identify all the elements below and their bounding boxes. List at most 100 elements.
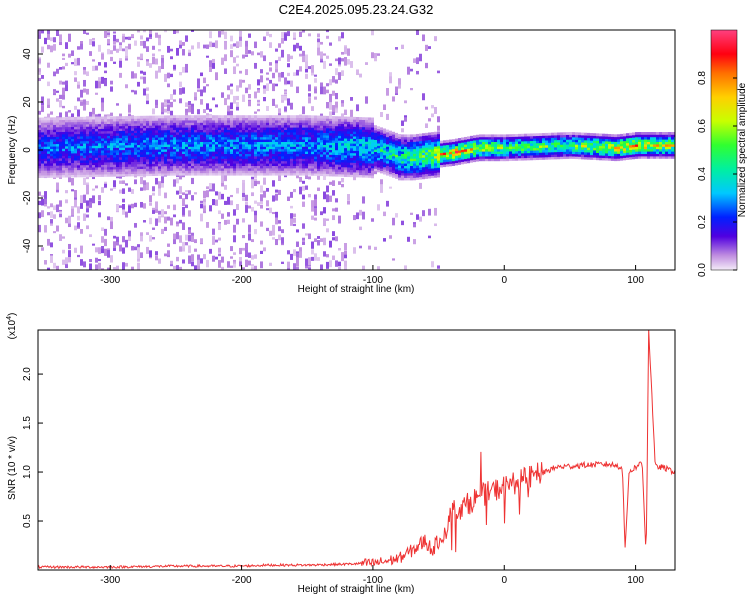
spectrogram-speck (215, 40, 218, 49)
spectrogram-cell (470, 150, 473, 154)
spectrogram-cell (182, 146, 185, 150)
spectrogram-cell (404, 175, 407, 178)
spectrogram-cell (470, 145, 473, 149)
spectrogram-cell (245, 129, 248, 133)
spectrogram-cell (95, 126, 98, 130)
spectrogram-cell (383, 154, 386, 158)
spectrogram-cell (338, 125, 341, 129)
spectrogram-cell (191, 134, 194, 138)
spectrogram-cell (116, 116, 119, 120)
spectrogram-cell (335, 169, 338, 172)
spectrogram-speck (44, 191, 47, 199)
spectrogram-cell (263, 160, 266, 164)
spectrogram-cell (278, 168, 281, 171)
spectrogram-speck (347, 59, 350, 65)
spectrogram-cell (350, 147, 353, 151)
spectrogram-speck (224, 184, 227, 190)
spectrogram-cell (200, 134, 203, 138)
spectrogram-cell (338, 149, 341, 153)
spectrogram-cell (350, 138, 353, 142)
spectrogram-speck (170, 73, 173, 78)
spectrogram-cell (284, 146, 287, 150)
spectrogram-cell (170, 172, 173, 176)
spectrogram-speck (59, 41, 62, 46)
spectrogram-cell (191, 165, 194, 169)
spectrogram-cell (428, 144, 431, 148)
spectrogram-cell (74, 155, 77, 159)
spectrogram-speck (353, 247, 356, 254)
spectrogram-cell (110, 164, 113, 168)
spectrogram-speck (146, 100, 149, 105)
spectrogram-speck (386, 113, 389, 120)
spectrogram-cell (371, 136, 374, 140)
spectrogram-cell (401, 168, 404, 171)
spectrogram-cell (236, 122, 239, 126)
spectrogram-cell (89, 171, 92, 175)
spectrogram-cell (116, 137, 119, 141)
spectrogram-cell (194, 117, 197, 121)
spectrogram-cell (116, 135, 119, 139)
spectrogram-cell (116, 164, 119, 168)
spectrogram-cell (230, 129, 233, 133)
spectrogram-cell (419, 157, 422, 161)
spectrogram-cell (356, 155, 359, 159)
spectrogram-cell (254, 165, 257, 169)
spectrogram-cell (230, 172, 233, 176)
spectrogram-cell (263, 120, 266, 123)
spectrogram-cell (98, 164, 101, 168)
spectrogram-speck (68, 243, 71, 250)
spectrogram-cell (278, 170, 281, 174)
spectrogram-cell (305, 139, 308, 142)
spectrogram-cell (395, 137, 398, 141)
spectrogram-speck (314, 194, 317, 202)
spectrogram-cell (125, 116, 128, 119)
spectrogram-cell (386, 141, 389, 145)
spectrogram-cell (152, 161, 155, 165)
spectrogram-cell (317, 144, 320, 148)
spectrogram-cell (431, 158, 434, 162)
spectrogram-cell (62, 138, 65, 142)
spectrogram-cell (152, 127, 155, 131)
spectrogram-cell (380, 127, 383, 131)
spectrogram-cell (125, 156, 128, 160)
spectrogram-cell (293, 117, 296, 121)
spectrogram-cell (485, 144, 488, 147)
spectrogram-cell (182, 163, 185, 166)
spectrogram-cell (347, 131, 350, 134)
spectrogram-cell (179, 172, 182, 176)
spectrogram-cell (359, 165, 362, 168)
spectrogram-speck (98, 81, 101, 89)
spectrogram-cell (302, 132, 305, 135)
spectrogram-cell (455, 157, 458, 161)
spectrogram-speck (158, 181, 161, 189)
spectrogram-cell (149, 149, 152, 153)
spectrogram-cell (416, 150, 419, 154)
spectrogram-cell (404, 160, 407, 164)
spectrogram-speck (209, 182, 212, 190)
spectrogram-cell (332, 173, 335, 177)
spectrogram-cell (344, 118, 347, 122)
spectrogram-cell (107, 135, 110, 139)
spectrogram-speck (173, 265, 176, 270)
spectrogram-cell (416, 160, 419, 164)
spectrogram-cell (320, 146, 323, 150)
spectrogram-cell (422, 164, 425, 168)
spectrogram-speck (326, 89, 329, 94)
spectrogram-cell (83, 169, 86, 173)
spectrogram-speck (164, 226, 167, 231)
spectrogram-cell (419, 138, 422, 142)
spectrogram-cell (53, 153, 56, 157)
spectrogram-cell (131, 156, 134, 160)
spectrogram-cell (59, 117, 62, 121)
spectrogram-cell (176, 136, 179, 140)
spectrogram-cell (203, 172, 206, 176)
spectrogram-cell (383, 164, 386, 168)
spectrogram-speck (110, 255, 113, 263)
spectrogram-cell (488, 141, 491, 145)
spectrogram-speck (47, 33, 50, 40)
spectrogram-cell (146, 130, 149, 133)
spectrogram-cell (308, 115, 311, 119)
spectrogram-cell (98, 169, 101, 173)
spectrogram-cell (92, 155, 95, 158)
spectrogram-cell (47, 146, 50, 150)
